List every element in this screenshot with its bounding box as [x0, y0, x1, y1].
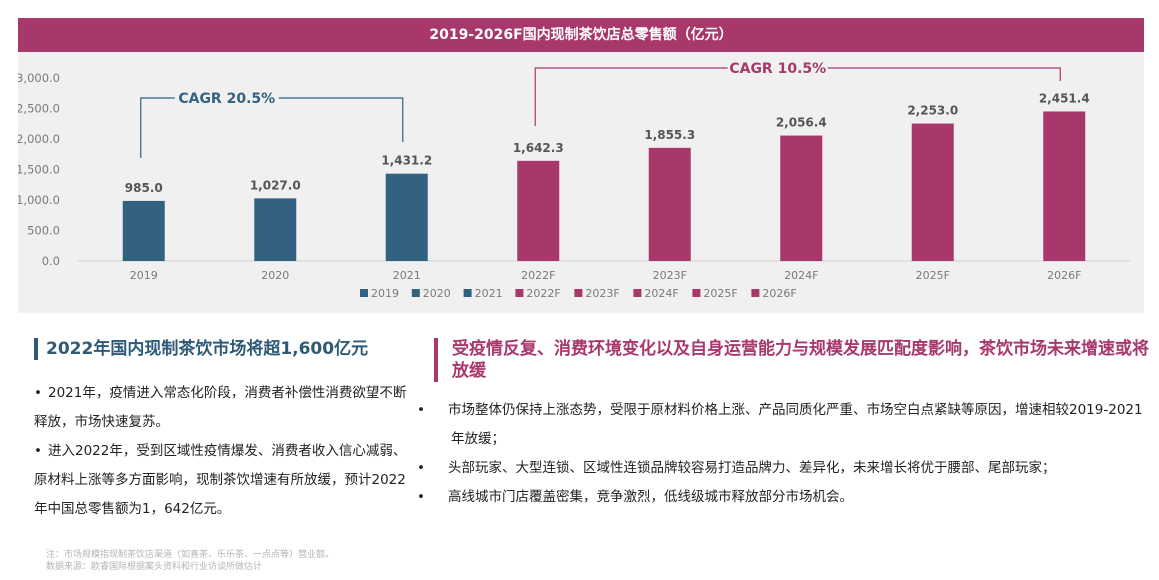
x-tick-label: 2023F: [653, 269, 687, 282]
legend-label: 2021: [475, 287, 503, 300]
left-bullet-item: • 2021年，疫情进入常态化阶段，消费者补偿性消费欲望不断释放，市场快速复苏。: [34, 379, 419, 437]
right-bullet-item: • 高线城市门店覆盖密集，竞争激烈，低线级城市释放部分市场机会。: [417, 483, 1149, 512]
bar-2022F: [517, 160, 560, 261]
bar-chart: 0.0 500.0 1,000.0 1,500.0 2,000.0 2,500.0 3,00…: [18, 61, 1130, 300]
x-tick-label: 2020: [261, 269, 289, 282]
right-bullet-text: 市场整体仍保持上涨态势，受限于原材料价格上涨、产品同质化严重、市场空白点紧缺等原…: [448, 402, 1143, 447]
data-label: 1,027.0: [250, 178, 301, 192]
legend-label: 2020: [423, 287, 451, 300]
legend-swatch: [411, 289, 420, 297]
right-bullet-list: • 市场整体仍保持上涨态势，受限于原材料价格上涨、产品同质化严重、市场空白点紧缺等…: [417, 396, 1149, 512]
right-bullet-item: • 市场整体仍保持上涨态势，受限于原材料价格上涨、产品同质化严重、市场空白点紧缺等…: [417, 396, 1149, 454]
bullet-icon: •: [417, 460, 425, 476]
right-section: 受疫情反复、消费环境变化以及自身运营能力与规模发展匹配度影响，茶饮市场未来增速或…: [417, 338, 1149, 512]
bullet-icon: •: [34, 385, 42, 401]
x-tick-label: 2026F: [1047, 269, 1081, 282]
cagr-label: CAGR 10.5%: [729, 61, 826, 77]
footnote-note: 注：市场规模指现制茶饮店渠道（如喜茶、乐乐茶、一点点等）营业额。: [46, 550, 335, 560]
right-bullet-item: • 头部玩家、大型连锁、区域性连锁品牌较容易打造品牌力、差异化，未来增长将优于腰部…: [417, 454, 1149, 483]
legend-label: 2022F: [526, 287, 560, 300]
bullet-icon: •: [417, 402, 425, 418]
y-tick-label: 0.0: [42, 254, 60, 268]
legend-label: 2019: [371, 287, 399, 300]
legend-swatch: [360, 289, 368, 297]
legend-swatch: [463, 289, 472, 297]
cagr-bracket-left: [140, 97, 175, 158]
legend-label: 2023F: [585, 287, 619, 300]
legend-swatch: [515, 289, 524, 297]
y-tick-label: 2,000.0: [18, 132, 60, 146]
chart-title: 2019-2026F国内现制茶饮店总零售额（亿元）: [18, 18, 1144, 52]
right-bullet-text: 头部玩家、大型连锁、区域性连锁品牌较容易打造品牌力、差异化，未来增长将优于腰部、…: [448, 460, 1056, 476]
y-tick-label: 1,500.0: [18, 163, 60, 177]
y-tick-label: 1,000.0: [18, 193, 60, 207]
cagr-bracket-left: [534, 67, 728, 126]
bar-2025F: [911, 123, 954, 261]
bar-2026F: [1043, 111, 1086, 261]
x-tick-label: 2019: [130, 269, 158, 282]
data-label: 1,855.3: [644, 128, 695, 142]
bullet-icon: •: [34, 443, 42, 459]
legend-label: 2026F: [762, 287, 796, 300]
left-bullet-item: • 进入2022年，受到区域性疫情爆发、消费者收入信心减弱、原材料上涨等多方面影响…: [34, 437, 419, 524]
right-bullet-text: 高线城市门店覆盖密集，竞争激烈，低线级城市释放部分市场机会。: [448, 489, 853, 505]
bar-2021: [385, 173, 428, 261]
data-label: 985.0: [125, 181, 163, 195]
data-label: 1,642.3: [513, 141, 564, 155]
legend-swatch: [574, 289, 583, 297]
cagr-label: CAGR 20.5%: [178, 91, 275, 107]
data-label: 2,253.0: [907, 104, 958, 118]
x-tick-label: 2022F: [521, 269, 555, 282]
data-label: 2,451.4: [1039, 91, 1090, 105]
legend-label: 2024F: [644, 287, 678, 300]
legend-swatch: [692, 289, 701, 297]
y-tick-label: 2,500.0: [18, 102, 60, 116]
bar-2020: [254, 198, 297, 261]
right-heading: 受疫情反复、消费环境变化以及自身运营能力与规模发展匹配度影响，茶饮市场未来增速或…: [434, 338, 1149, 382]
bar-2024F: [780, 135, 823, 261]
footnote: 注：市场规模指现制茶饮店渠道（如喜茶、乐乐茶、一点点等）营业额。 数据来源：欧睿…: [46, 549, 334, 573]
x-tick-label: 2025F: [916, 269, 950, 282]
chart-panel: 2019-2026F国内现制茶饮店总零售额（亿元） 0.0 500.0 1,000.…: [18, 18, 1144, 313]
data-label: 1,431.2: [381, 154, 432, 168]
y-tick-label: 500.0: [27, 224, 60, 238]
x-tick-label: 2021: [393, 269, 421, 282]
cagr-bracket-right: [827, 67, 1061, 81]
cagr-bracket-right: [278, 97, 404, 142]
bullet-icon: •: [417, 489, 425, 505]
data-label: 2,056.4: [776, 116, 827, 130]
footnote-source: 数据来源：欧睿国际根据案头资料和行业访谈所做估计: [46, 562, 263, 572]
left-bullet-text: 进入2022年，受到区域性疫情爆发、消费者收入信心减弱、原材料上涨等多方面影响，…: [34, 443, 407, 517]
legend-swatch: [751, 289, 760, 297]
bar-2023F: [648, 147, 691, 261]
x-tick-label: 2024F: [784, 269, 818, 282]
bar-2019: [122, 200, 165, 261]
legend-swatch: [633, 289, 642, 297]
left-section: 2022年国内现制茶饮市场将超1,600亿元 • 2021年，疫情进入常态化阶段，…: [34, 338, 419, 524]
y-tick-label: 3,000.0: [18, 71, 60, 85]
left-heading: 2022年国内现制茶饮市场将超1,600亿元: [34, 338, 419, 360]
left-bullet-text: 2021年，疫情进入常态化阶段，消费者补偿性消费欲望不断释放，市场快速复苏。: [34, 385, 407, 430]
left-bullet-list: • 2021年，疫情进入常态化阶段，消费者补偿性消费欲望不断释放，市场快速复苏。 …: [34, 379, 419, 524]
legend-label: 2025F: [703, 287, 737, 300]
